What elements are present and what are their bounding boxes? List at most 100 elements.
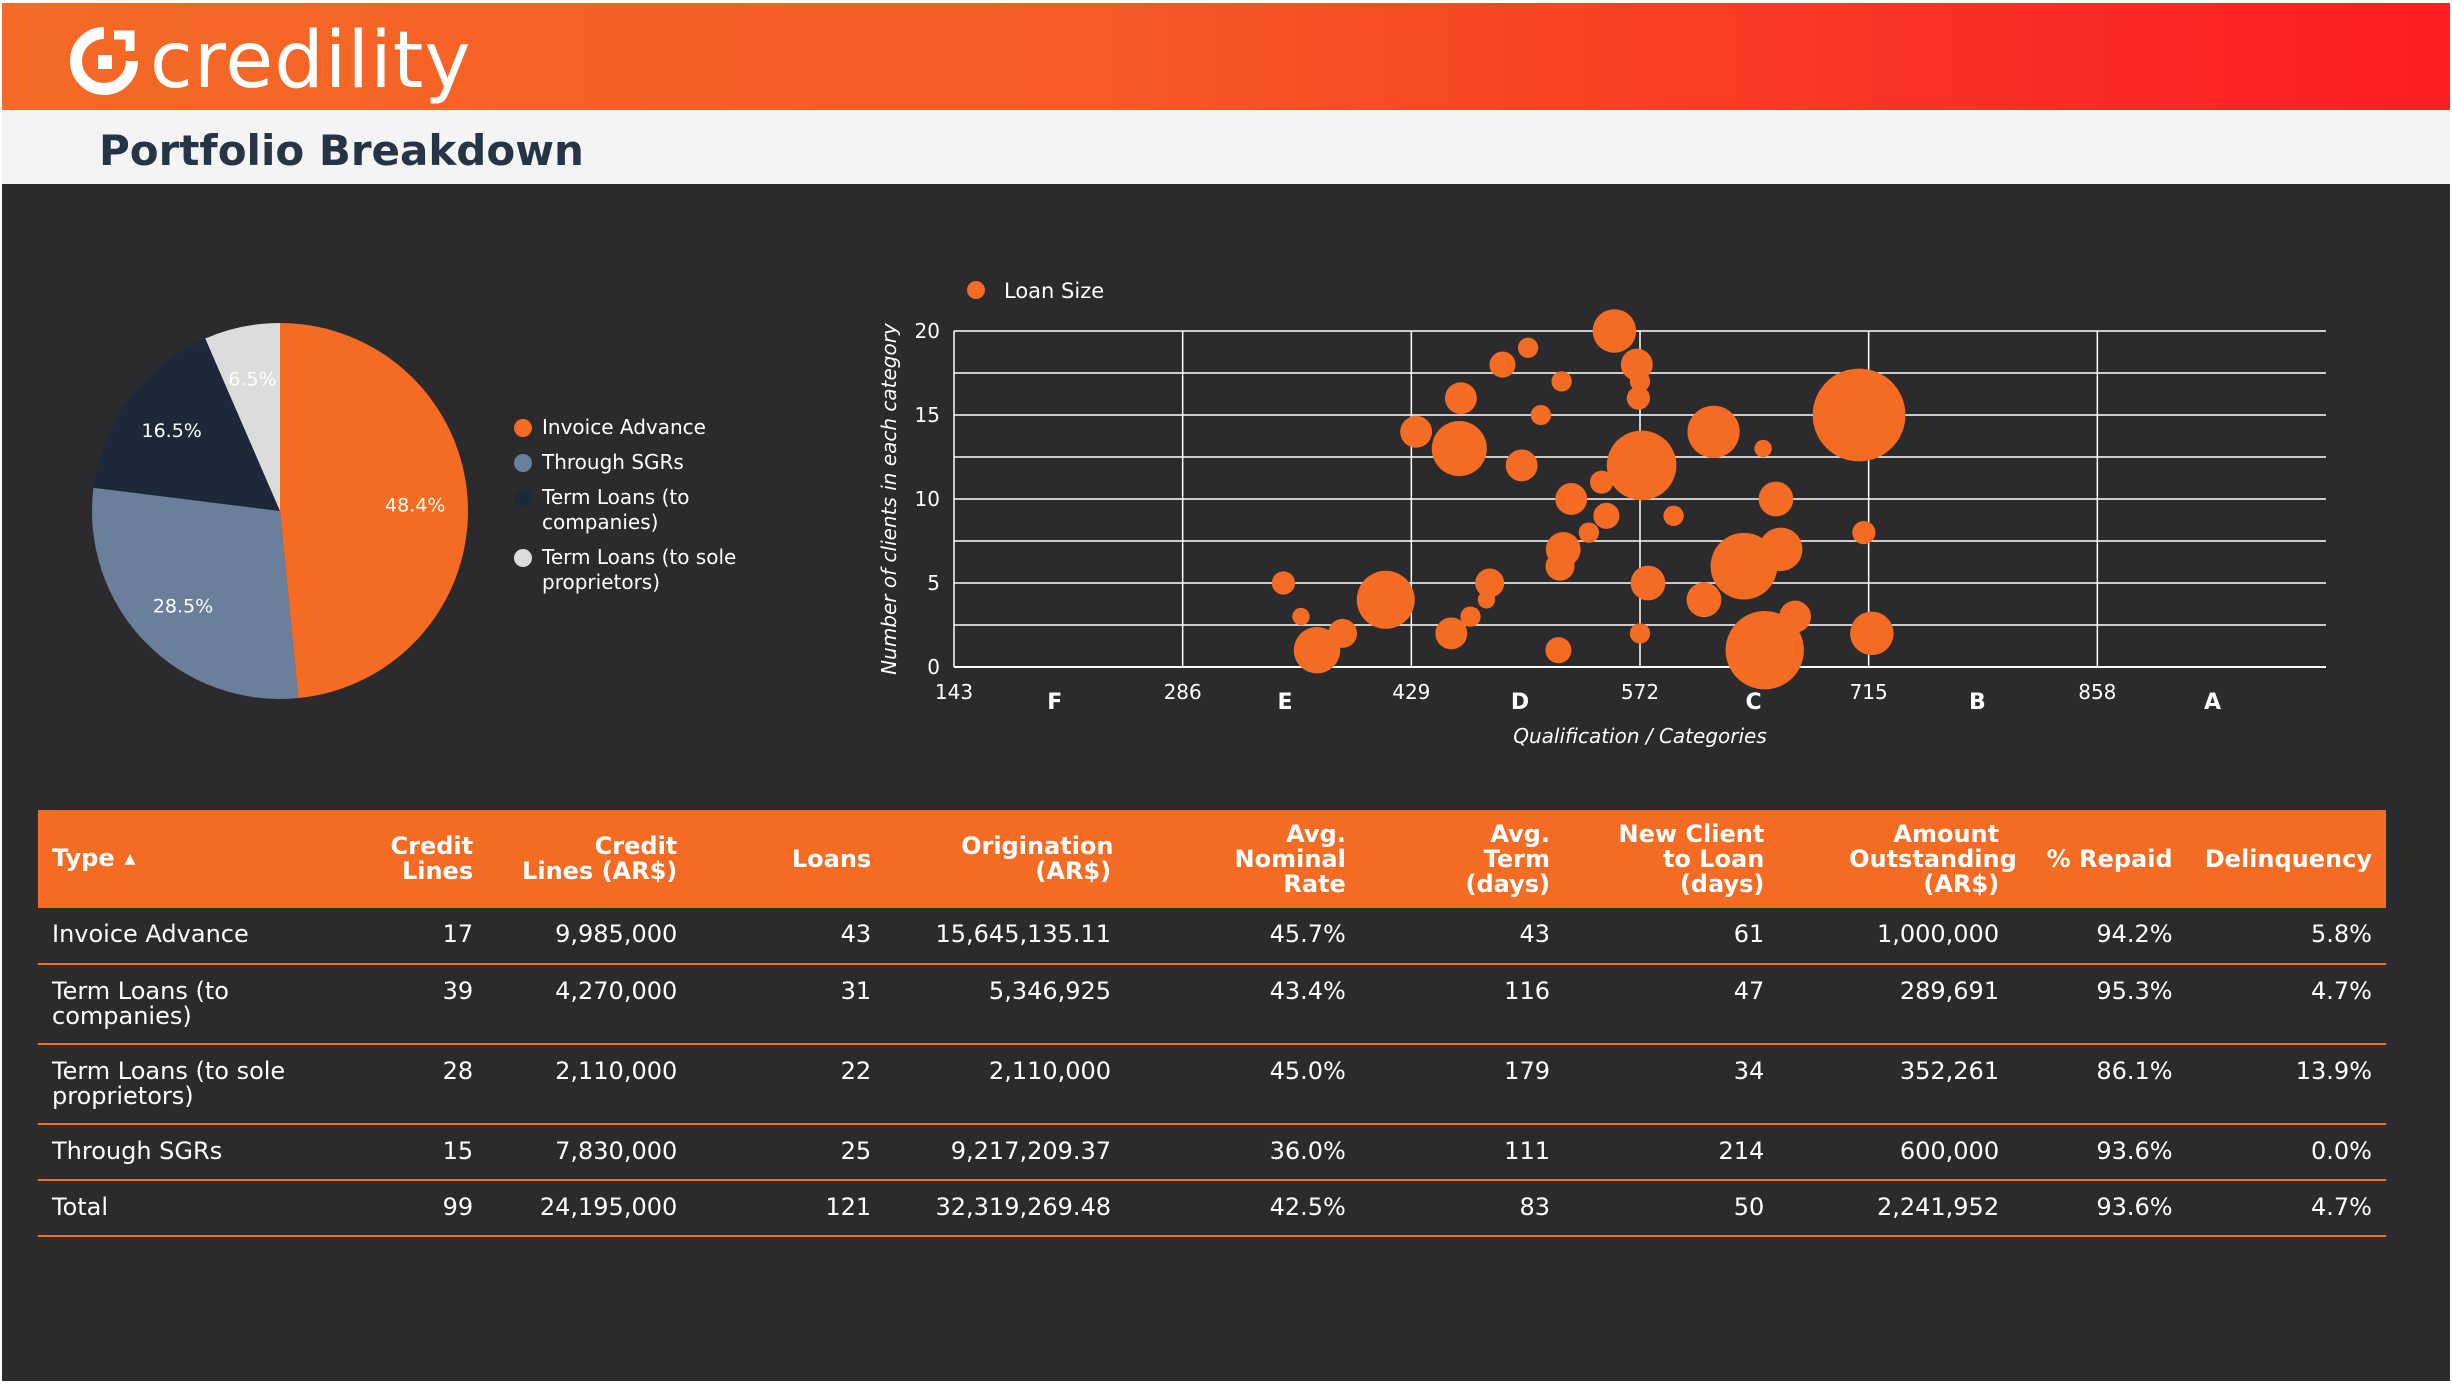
legend-item[interactable]: Term Loans (to sole proprietors)	[514, 545, 772, 595]
scatter-point[interactable]	[1626, 386, 1651, 410]
table-cell: 61	[1563, 908, 1779, 965]
table-cell: 179	[1359, 1044, 1564, 1125]
x-tick-label: 572	[1621, 680, 1659, 704]
legend-swatch	[967, 281, 985, 299]
y-tick-label: 15	[915, 403, 940, 427]
column-header[interactable]: Avg. Term (days)	[1360, 810, 1564, 908]
scatter-point[interactable]	[1545, 637, 1572, 664]
pie-slice[interactable]	[205, 323, 280, 511]
scatter-point[interactable]	[1630, 565, 1666, 601]
scatter-point[interactable]	[1852, 521, 1876, 545]
scatter-point[interactable]	[1551, 371, 1572, 392]
scatter-point[interactable]	[1292, 607, 1310, 626]
scatter-point[interactable]	[1687, 405, 1740, 458]
x-tick-label: 715	[1850, 680, 1888, 704]
column-header[interactable]: Type ▲	[38, 810, 365, 908]
scatter-point[interactable]	[1356, 570, 1415, 629]
y-tick-label: 5	[927, 571, 940, 595]
scatter-point[interactable]	[1475, 568, 1505, 598]
scatter-point[interactable]	[1725, 611, 1804, 690]
scatter-point[interactable]	[1505, 449, 1538, 482]
table-cell: 45.7%	[1125, 908, 1360, 965]
legend-item[interactable]: Term Loans (to companies)	[514, 485, 772, 535]
pie-slice[interactable]	[280, 323, 468, 699]
credility-logo-icon	[70, 27, 138, 95]
scatter-point[interactable]	[1629, 371, 1651, 392]
x-axis-title: Qualification / Categories	[1513, 724, 1767, 748]
pie-slice[interactable]	[92, 487, 299, 699]
table-cell: 2,110,000	[885, 1044, 1126, 1125]
scatter-point[interactable]	[1431, 421, 1487, 477]
table-cell: 43.4%	[1125, 964, 1360, 1045]
x-tick-label: 429	[1392, 680, 1430, 704]
scatter-point[interactable]	[1530, 404, 1552, 426]
scatter-point[interactable]	[1758, 481, 1794, 517]
scatter-point[interactable]	[1517, 337, 1539, 358]
legend-item[interactable]: Invoice Advance	[514, 415, 772, 440]
column-header[interactable]: New Client to Loan (days)	[1564, 810, 1778, 908]
scatter-point[interactable]	[1460, 606, 1481, 627]
scatter-point[interactable]	[1545, 532, 1581, 567]
scatter-point[interactable]	[1435, 617, 1468, 650]
scatter-point[interactable]	[1489, 351, 1516, 378]
scatter-point[interactable]	[1578, 522, 1599, 543]
column-header[interactable]: Amount Outstanding (AR$)	[1778, 810, 2017, 908]
column-header[interactable]: Origination (AR$)	[885, 810, 1125, 908]
column-header[interactable]: Credit Lines	[365, 810, 487, 908]
column-header-label: Loans	[791, 844, 872, 873]
brand-header: credility	[2, 3, 2450, 110]
scatter-legend[interactable]: Loan Size	[967, 279, 1104, 303]
scatter-point[interactable]	[1754, 439, 1772, 458]
legend-swatch	[514, 489, 532, 507]
scatter-point[interactable]	[1444, 382, 1477, 415]
scatter-point[interactable]	[1271, 571, 1296, 595]
legend-swatch	[514, 419, 532, 437]
scatter-point[interactable]	[1593, 502, 1620, 529]
scatter-point[interactable]	[1328, 618, 1358, 648]
table-row[interactable]: Invoice Advance 17 9,985,000 43 15,645,135.1…	[38, 908, 2386, 965]
credility-logo[interactable]: credility	[68, 21, 472, 101]
table-cell: 39	[364, 964, 488, 1045]
table-row[interactable]: Through SGRs 15 7,830,000 25 9,217,209.37 36.…	[38, 1124, 2386, 1181]
sort-ascending-icon[interactable]: ▲	[124, 850, 136, 867]
scatter-point[interactable]	[1606, 430, 1677, 501]
column-header[interactable]: % Repaid	[2013, 810, 2187, 908]
y-tick-label: 0	[927, 655, 940, 679]
scatter-point[interactable]	[1779, 600, 1812, 633]
table-cell: 1,000,000	[1778, 908, 2014, 965]
scatter-point[interactable]	[1400, 415, 1433, 448]
column-header[interactable]: Delinquency	[2187, 810, 2386, 908]
table-row[interactable]: Term Loans (to companies) 39 4,270,000 31 5,…	[38, 964, 2386, 1045]
column-header[interactable]: Avg. Nominal Rate	[1125, 810, 1360, 908]
row-type-label: Total	[52, 1193, 109, 1221]
scatter-point[interactable]	[1590, 470, 1614, 494]
column-header[interactable]: Loans	[691, 810, 885, 908]
scatter-point[interactable]	[1555, 483, 1588, 515]
scatter-point[interactable]	[1663, 505, 1684, 526]
pie-slice-label: 6.5%	[228, 368, 276, 390]
scatter-point[interactable]	[1686, 582, 1722, 618]
pie-chart-svg: 48.4% 28.5% 16.5% 6.5%	[92, 323, 468, 699]
table-cell: 352,261	[1778, 1044, 2014, 1125]
table-cell: 600,000	[1778, 1124, 2014, 1181]
pie-slice[interactable]	[93, 338, 280, 511]
legend-label: Term Loans (to sole proprietors)	[542, 545, 737, 594]
pie-slice-label: 28.5%	[153, 595, 213, 617]
legend-label: Term Loans (to companies)	[542, 485, 690, 534]
scatter-point[interactable]	[1812, 368, 1906, 462]
x-tick-label: 143	[935, 680, 973, 704]
column-header-label: Delinquency	[2204, 844, 2372, 873]
column-header[interactable]: Credit Lines (AR$)	[487, 810, 691, 908]
scatter-point[interactable]	[1293, 627, 1341, 674]
legend-label: Through SGRs	[542, 450, 684, 474]
dashboard: credility Portfolio Breakdown 48.4% 28.5%…	[2, 3, 2450, 1381]
scatter-point[interactable]	[1850, 611, 1894, 656]
legend-item[interactable]: Through SGRs	[514, 450, 772, 475]
table-cell: 15	[364, 1124, 488, 1181]
table-row[interactable]: Term Loans (to sole proprietors) 28 2,110,…	[38, 1044, 2386, 1125]
scatter-point[interactable]	[1629, 623, 1651, 644]
table-row[interactable]: Total 99 24,195,000 121 32,319,269.48 42.5% 83…	[38, 1180, 2386, 1237]
column-header-label: Credit Lines (AR$)	[522, 832, 678, 885]
scatter-point[interactable]	[1592, 309, 1637, 353]
scatter-point[interactable]	[1758, 527, 1803, 572]
